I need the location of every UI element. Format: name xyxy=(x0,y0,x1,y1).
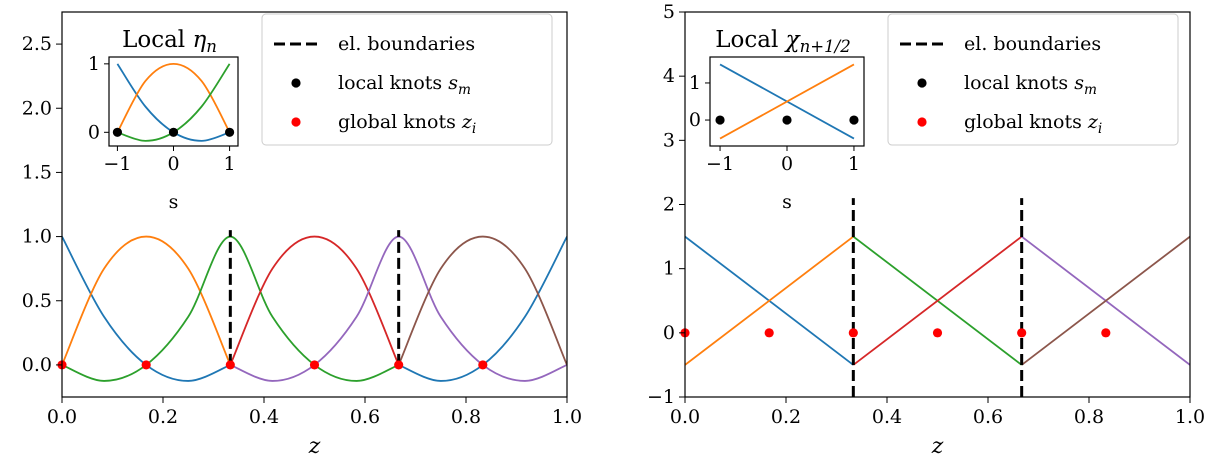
y-tick-label: 2.5 xyxy=(22,33,52,55)
legend-box xyxy=(887,13,1179,146)
legend-marker-local-knot xyxy=(917,78,927,88)
inset-title: Local ηn xyxy=(122,27,217,56)
series-line-2 xyxy=(62,235,232,366)
y-tick-label: 5 xyxy=(663,1,675,23)
y-tick-label: 1.0 xyxy=(22,226,52,248)
x-tick-label: 0.4 xyxy=(249,406,279,428)
global-knot-2 xyxy=(764,328,774,338)
local-knot-3 xyxy=(224,127,235,137)
inset-x-tick-label: 1 xyxy=(224,153,236,175)
legend-label: el. boundaries xyxy=(964,33,1101,55)
x-tick-label: 0.6 xyxy=(350,406,380,428)
y-tick-label: 2.0 xyxy=(22,97,52,119)
x-tick-label: 0.6 xyxy=(973,406,1003,428)
inset-series-line-2 xyxy=(719,63,855,140)
inset-y-tick-label: 1 xyxy=(689,72,701,94)
inset-y-tick-label: 1 xyxy=(88,53,100,75)
inset-x-axis-label: s xyxy=(169,191,179,213)
plot-area xyxy=(62,230,567,382)
local-knot-3 xyxy=(849,115,859,125)
inset-x-tick-label: −1 xyxy=(706,153,734,175)
y-tick-label: 0.0 xyxy=(22,354,52,376)
series-line-4 xyxy=(229,235,400,366)
x-tick-label: 0.4 xyxy=(872,406,902,428)
x-tick-label: 0.8 xyxy=(1074,406,1104,428)
legend-label: el. boundaries xyxy=(338,33,475,55)
y-tick-label: −1 xyxy=(647,386,675,408)
legend: el. boundaries local knots sm global knots… xyxy=(887,13,1179,146)
legend-marker-local-knot xyxy=(291,78,301,88)
series-line-6 xyxy=(397,235,567,366)
x-tick-label: 0.8 xyxy=(451,406,481,428)
global-knot-6 xyxy=(478,360,488,370)
axes-frame xyxy=(61,11,568,398)
legend-label: global knots zi xyxy=(338,111,476,137)
inset-y-tick-label: 0 xyxy=(689,109,701,131)
series-line-2 xyxy=(685,235,854,366)
global-knot-3 xyxy=(225,360,235,370)
legend: el. boundaries local knots sm global knots… xyxy=(261,13,553,146)
panel-1: 0.0 0.2 0.4 0.6 0.8 1.0 0.0 0.5 1.0 1.5 2.0 2.5 z el.… xyxy=(22,11,582,459)
y-tick-label: 2 xyxy=(663,194,675,216)
local-knot-1 xyxy=(112,127,123,137)
y-tick-label: 0.5 xyxy=(22,290,52,312)
plot-area xyxy=(685,198,1190,397)
x-tick-label: 0.0 xyxy=(670,406,700,428)
inset-y-tick-label: 0 xyxy=(88,121,100,143)
inset-x-axis-label: s xyxy=(782,191,792,213)
legend-label: local knots sm xyxy=(338,72,471,98)
y-tick-label: 0 xyxy=(663,322,675,344)
x-tick-label: 0.2 xyxy=(771,406,801,428)
global-knot-4 xyxy=(309,360,320,370)
x-tick-label: 1.0 xyxy=(552,406,582,428)
global-knot-6 xyxy=(1101,328,1111,338)
legend-marker-global-knot xyxy=(917,117,927,127)
inset-x-tick-label: 0 xyxy=(781,153,793,175)
inset-x-tick-label: 0 xyxy=(167,153,179,175)
series-line-6 xyxy=(1021,235,1190,366)
series-line-4 xyxy=(852,235,1023,366)
x-axis-label: z xyxy=(931,434,944,459)
global-knot-3 xyxy=(848,328,858,338)
y-tick-label: 1.5 xyxy=(22,161,52,183)
local-knot-1 xyxy=(715,115,725,125)
y-tick-label: 4 xyxy=(663,65,675,87)
global-knot-4 xyxy=(932,328,943,338)
legend-box xyxy=(261,13,553,146)
inset-x-tick-label: −1 xyxy=(103,153,131,175)
series-line-1 xyxy=(62,236,567,382)
x-tick-label: 0.2 xyxy=(148,406,178,428)
y-tick-label: 1 xyxy=(663,258,675,280)
legend-marker-global-knot xyxy=(291,117,301,127)
inset-plot-area xyxy=(719,63,855,140)
inset-x-tick-label: 1 xyxy=(848,153,860,175)
legend-label: global knots zi xyxy=(964,111,1102,137)
global-knot-2 xyxy=(141,360,151,370)
x-tick-label: 1.0 xyxy=(1175,406,1205,428)
legend-label: local knots sm xyxy=(964,72,1097,98)
inset-title: Local χn+1/2 xyxy=(715,27,850,56)
local-knot-2 xyxy=(782,115,792,125)
local-knot-2 xyxy=(168,127,179,137)
x-tick-label: 0.0 xyxy=(47,406,77,428)
global-knot-5 xyxy=(394,360,404,370)
y-tick-label: 3 xyxy=(663,129,675,151)
x-axis-label: z xyxy=(308,434,321,459)
global-knot-5 xyxy=(1017,328,1027,338)
